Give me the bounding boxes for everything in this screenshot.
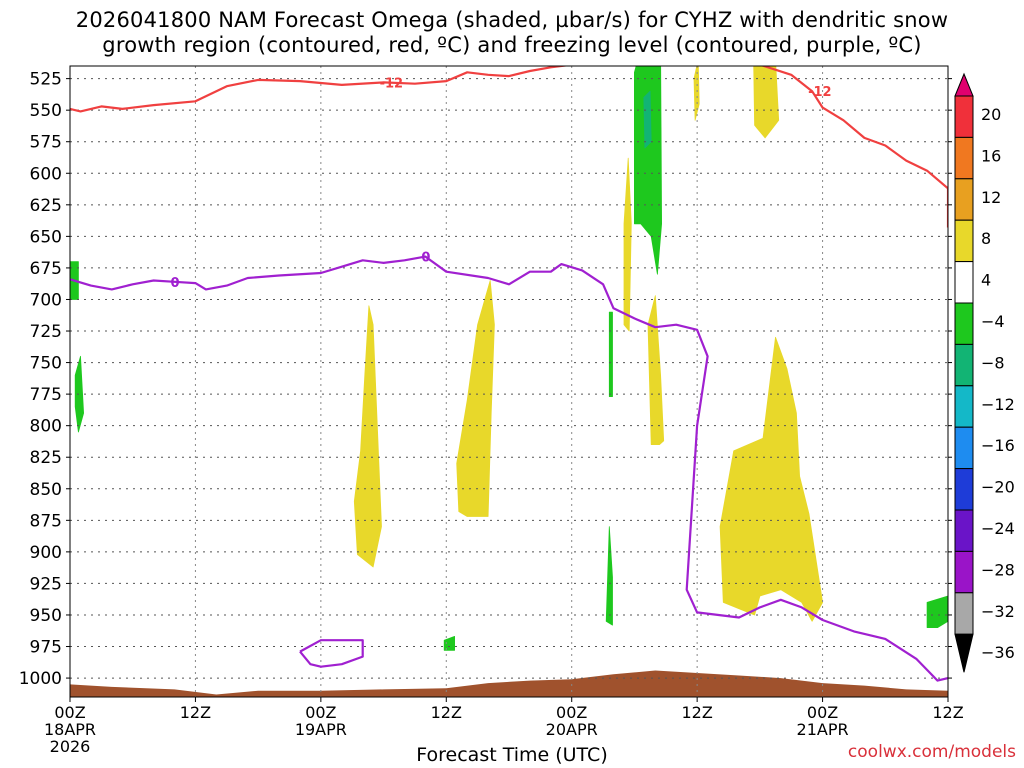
colorbar-label-0: 20 xyxy=(981,105,1001,124)
colorbar-box-3 xyxy=(954,178,974,221)
colorbar-label-10: −24 xyxy=(981,519,1015,538)
colorbar-box-10 xyxy=(954,468,974,511)
omega-shade-4 xyxy=(693,66,700,121)
omega-shade-11 xyxy=(608,311,613,398)
y-tick-label-6: 675 xyxy=(30,259,62,279)
y-tick-label-19: 1000 xyxy=(19,669,62,689)
colorbar-box-12 xyxy=(954,550,974,594)
colorbar-label-8: −16 xyxy=(981,436,1015,455)
colorbar-box-2 xyxy=(954,136,974,180)
colorbar-box-9 xyxy=(954,426,974,470)
y-tick-label-12: 825 xyxy=(30,448,62,468)
y-tick-label-17: 950 xyxy=(30,606,62,626)
colorbar-label-9: −20 xyxy=(981,478,1015,497)
y-tick-label-0: 525 xyxy=(30,70,62,90)
omega-shade-9 xyxy=(443,636,456,651)
y-tick-label-4: 625 xyxy=(30,196,62,216)
contour-line-2 xyxy=(70,255,948,682)
omega-shade-6 xyxy=(719,336,823,622)
x-tick-label-2: 00Z xyxy=(305,703,336,722)
x-tick-date-4: 20APR xyxy=(546,720,598,739)
contour-label-3: 0 xyxy=(171,276,180,291)
y-tick-label-16: 925 xyxy=(30,574,62,594)
colorbar-box-11 xyxy=(954,509,974,552)
credit-text: coolwx.com/models xyxy=(847,742,1016,762)
y-tick-label-2: 575 xyxy=(30,133,62,153)
contour-label-1: -12 xyxy=(808,85,832,100)
omega-shade-5 xyxy=(753,66,780,139)
plot-area: -12 -12 0 0 xyxy=(70,66,948,697)
x-tick-year-0: 2026 xyxy=(50,737,91,756)
contour-line-1 xyxy=(760,66,948,228)
colorbar-label-6: −8 xyxy=(981,353,1005,372)
y-tick-label-14: 875 xyxy=(30,511,62,531)
y-tick-label-5: 650 xyxy=(30,227,62,247)
contour-line-3 xyxy=(299,639,364,668)
colorbar-label-4: 4 xyxy=(981,271,991,290)
omega-shade-0 xyxy=(353,305,382,568)
x-tick-label-7: 12Z xyxy=(932,703,963,722)
y-tick-label-9: 750 xyxy=(30,354,62,374)
colorbar-box-6 xyxy=(954,302,974,345)
x-tick-label-3: 12Z xyxy=(431,703,462,722)
colorbar-label-12: −32 xyxy=(981,602,1015,621)
x-tick-label-0: 00Z xyxy=(54,703,85,722)
colorbar-label-13: −36 xyxy=(981,643,1015,662)
x-tick-label-4: 00Z xyxy=(556,703,587,722)
colorbar-box-8 xyxy=(954,385,974,428)
contour-label-2: 0 xyxy=(421,251,430,266)
colorbar-label-11: −28 xyxy=(981,560,1015,579)
x-tick-label-1: 12Z xyxy=(180,703,211,722)
colorbar-box-1 xyxy=(954,95,974,138)
y-tick-label-1: 550 xyxy=(30,101,62,121)
colorbar-label-7: −12 xyxy=(981,395,1015,414)
y-tick-label-7: 700 xyxy=(30,290,62,310)
omega-shade-13 xyxy=(643,90,652,149)
x-tick-label-6: 00Z xyxy=(807,703,838,722)
colorbar-bottom-arrow xyxy=(954,633,974,673)
y-tick-label-13: 850 xyxy=(30,480,62,500)
y-tick-label-10: 775 xyxy=(30,385,62,405)
colorbar-top-arrow xyxy=(954,72,974,97)
chart-title-line1: 2026041800 NAM Forecast Omega (shaded, µ… xyxy=(75,8,949,32)
omega-shade-12 xyxy=(634,66,662,275)
contour-label-0: -12 xyxy=(380,76,404,91)
colorbar-label-5: −4 xyxy=(981,312,1005,331)
omega-shade-1 xyxy=(456,280,495,517)
colorbar-box-7 xyxy=(954,343,974,387)
colorbar-box-13 xyxy=(954,592,974,635)
x-tick-label-5: 12Z xyxy=(681,703,712,722)
omega-shade-10 xyxy=(605,526,613,626)
colorbar-box-4 xyxy=(954,219,974,263)
omega-shade-3 xyxy=(647,295,665,446)
plot-frame xyxy=(69,65,949,698)
colorbar-label-3: 8 xyxy=(981,229,991,248)
terrain-fill xyxy=(70,670,948,697)
y-tick-label-18: 975 xyxy=(30,638,62,658)
y-tick-label-3: 600 xyxy=(30,164,62,184)
x-tick-date-0: 18APR xyxy=(44,720,96,739)
y-tick-label-11: 800 xyxy=(30,417,62,437)
omega-shade-2 xyxy=(623,157,632,332)
y-tick-label-8: 725 xyxy=(30,322,62,342)
x-tick-date-2: 19APR xyxy=(295,720,347,739)
y-tick-label-15: 900 xyxy=(30,543,62,563)
omega-shade-8 xyxy=(74,355,84,433)
x-tick-date-6: 21APR xyxy=(797,720,849,739)
colorbar-label-1: 16 xyxy=(981,146,1001,165)
omega-shade-14 xyxy=(926,595,948,628)
colorbar-box-5 xyxy=(954,261,974,304)
contour-line-0 xyxy=(70,66,571,113)
colorbar-label-2: 12 xyxy=(981,188,1001,207)
chart-title-line2: growth region (contoured, red, ºC) and f… xyxy=(102,33,922,57)
x-axis-label: Forecast Time (UTC) xyxy=(416,744,608,766)
